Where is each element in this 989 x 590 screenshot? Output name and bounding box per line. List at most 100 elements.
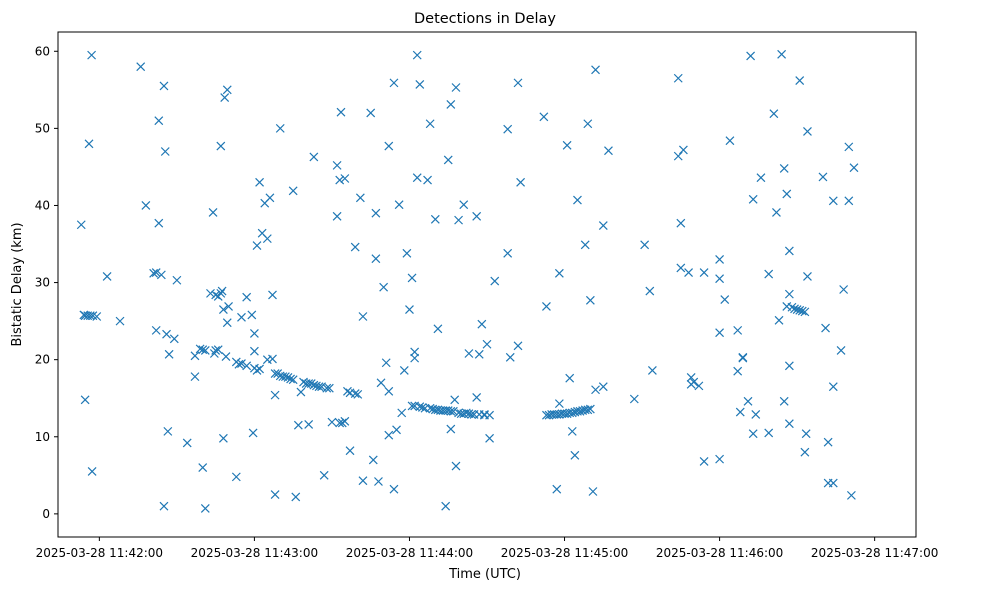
data-point (774, 315, 784, 325)
data-point (451, 461, 461, 471)
data-point (222, 85, 232, 95)
data-point (172, 275, 182, 285)
data-point (412, 50, 422, 60)
data-point (699, 457, 709, 466)
data-point (405, 305, 414, 314)
data-point (694, 381, 704, 391)
data-point (629, 394, 639, 404)
data-point (252, 241, 262, 250)
data-point (567, 426, 577, 436)
data-point (182, 438, 192, 448)
data-point (242, 361, 252, 371)
data-point (725, 136, 735, 146)
data-point (575, 406, 585, 416)
data-point (415, 402, 425, 412)
data-point (270, 369, 280, 378)
data-point (801, 429, 811, 439)
data-point (237, 359, 246, 368)
x-tick-label: 2025-03-28 11:45:00 (501, 546, 628, 560)
data-point (190, 372, 200, 382)
data-point (764, 428, 774, 438)
data-point (389, 484, 399, 494)
y-tick-label: 10 (35, 430, 50, 444)
data-point (151, 325, 161, 335)
data-point (640, 240, 650, 250)
data-point (384, 386, 394, 396)
data-point (164, 349, 174, 359)
data-point (394, 200, 404, 210)
data-point (756, 173, 766, 183)
data-point (591, 385, 600, 395)
data-point (291, 492, 301, 502)
data-point (779, 164, 789, 173)
data-point (190, 351, 200, 361)
data-point (562, 140, 572, 150)
data-point (248, 428, 258, 438)
data-point (777, 49, 787, 59)
data-point (689, 377, 699, 387)
data-point (324, 383, 334, 393)
data-point (552, 484, 562, 494)
data-point (446, 424, 456, 434)
data-point (208, 207, 218, 217)
data-point (676, 263, 686, 273)
data-point (288, 375, 298, 385)
data-point (169, 334, 179, 344)
data-point (792, 305, 802, 314)
data-point (784, 246, 794, 256)
data-point (216, 141, 226, 151)
data-point (379, 282, 389, 292)
data-point (477, 319, 487, 329)
data-point (156, 270, 166, 280)
y-axis-label: Bistatic Delay (km) (10, 222, 25, 346)
data-point (345, 446, 355, 456)
data-point (448, 406, 458, 416)
data-point (647, 366, 657, 375)
data-point (402, 248, 412, 258)
data-point (464, 349, 474, 358)
data-point (87, 50, 97, 60)
data-point (336, 107, 346, 117)
data-point (366, 108, 376, 118)
y-tick-label: 50 (35, 121, 50, 135)
data-point (565, 373, 575, 383)
data-point (673, 73, 683, 83)
data-point (573, 195, 582, 205)
data-point (222, 318, 232, 328)
data-point (800, 447, 810, 457)
data-point (446, 406, 456, 416)
data-point (381, 358, 391, 368)
data-point (583, 119, 593, 129)
data-point (645, 286, 655, 296)
data-point (779, 396, 789, 406)
data-point (823, 437, 833, 447)
data-point (293, 420, 303, 430)
data-point (516, 177, 526, 187)
data-point (211, 290, 221, 300)
data-marks (76, 49, 859, 513)
data-point (288, 186, 298, 196)
data-point (598, 382, 608, 392)
data-point (554, 399, 564, 409)
data-point (588, 487, 598, 496)
data-point (265, 193, 275, 203)
data-point (567, 408, 577, 418)
data-point (425, 119, 435, 129)
data-point (384, 141, 394, 151)
data-point (211, 345, 221, 355)
data-point (268, 290, 277, 300)
data-point (585, 295, 595, 305)
data-point (467, 409, 476, 419)
data-point (242, 292, 252, 302)
data-point (198, 345, 208, 355)
data-point (87, 467, 97, 476)
data-point (604, 146, 613, 156)
data-point (151, 268, 161, 277)
data-point (735, 407, 745, 417)
data-point (268, 354, 277, 364)
data-point (304, 379, 314, 388)
data-point (319, 470, 329, 480)
data-point (748, 429, 758, 439)
data-point (430, 214, 440, 224)
data-point (743, 396, 753, 406)
